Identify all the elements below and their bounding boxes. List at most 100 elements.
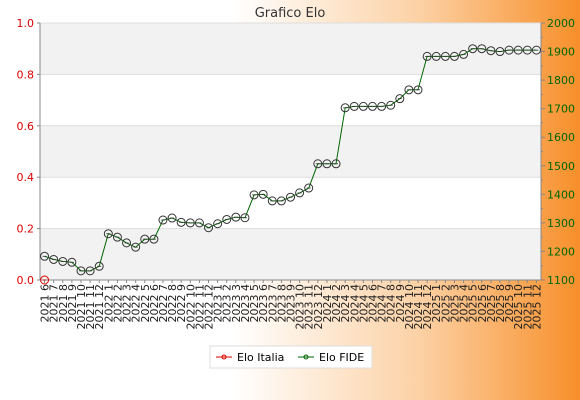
x-tick-label: 2024 9 [394, 284, 407, 323]
data-point [185, 218, 195, 228]
x-tick-label: 2025 10 [512, 284, 525, 330]
x-tick-label: 2022 10 [184, 284, 197, 330]
data-point [313, 159, 323, 169]
x-tick-label: 2023 7 [266, 284, 279, 323]
data-point [449, 51, 459, 61]
x-tick-label: 2021 7 [48, 284, 61, 323]
data-point [176, 217, 186, 227]
x-tick-label: 2024 4 [348, 284, 361, 323]
data-point [495, 47, 505, 57]
x-tick-label: 2021 8 [57, 284, 70, 323]
plot-band [40, 228, 541, 280]
data-point [477, 44, 487, 54]
plot-band [40, 23, 541, 75]
y-right-tick-label: 1300 [547, 217, 575, 230]
x-tick-label: 2021 11 [84, 284, 97, 330]
data-point [67, 257, 77, 267]
chart-title: Grafico Elo [255, 6, 326, 21]
data-point [231, 212, 241, 222]
y-left-tick-label: 1.0 [17, 17, 35, 30]
data-point [213, 219, 223, 229]
x-tick-label: 2025 2 [439, 284, 452, 323]
x-tick-label: 2022 2 [111, 284, 124, 323]
y-right-tick-label: 1400 [547, 188, 575, 201]
x-tick-label: 2024 8 [385, 284, 398, 323]
x-tick-label: 2022 11 [193, 284, 206, 330]
legend-label-italia: Elo Italia [237, 351, 284, 364]
series-elo-fide [40, 44, 541, 276]
series-elo-italia [40, 275, 50, 285]
y-right-tick-label: 1700 [547, 103, 575, 116]
x-tick-label: 2023 3 [230, 284, 243, 323]
x-tick-label: 2024 10 [403, 284, 416, 330]
data-point [140, 234, 150, 244]
x-tick-label: 2025 11 [521, 284, 534, 330]
plot-area [40, 23, 541, 280]
x-tick-label: 2025 6 [476, 284, 489, 323]
data-point [103, 229, 113, 239]
x-tick-label: 2022 9 [175, 284, 188, 323]
data-point [240, 213, 250, 223]
data-point [194, 218, 204, 228]
y-left-tick-label: 0.4 [17, 171, 35, 184]
data-point [395, 94, 405, 104]
x-tick-label: 2023 12 [312, 284, 325, 330]
x-tick-label: 2025 4 [458, 284, 471, 323]
series-layer [40, 44, 541, 285]
data-point [258, 189, 268, 199]
data-point [58, 256, 68, 266]
legend-box [209, 345, 373, 369]
x-tick-label: 2023 5 [248, 284, 261, 323]
data-point [358, 101, 368, 111]
x-tick-label: 2025 1 [430, 284, 443, 323]
data-point [522, 45, 532, 55]
data-point [295, 188, 305, 198]
data-point [276, 196, 286, 206]
x-tick-label: 2024 1 [321, 284, 334, 323]
x-tick-label: 2022 6 [148, 284, 161, 323]
x-tick-label: 2023 8 [275, 284, 288, 323]
data-point [167, 213, 177, 223]
data-point [431, 51, 441, 61]
x-tick-label: 2025 3 [448, 284, 461, 323]
data-point [331, 159, 341, 169]
data-point [122, 238, 132, 248]
data-point [459, 49, 469, 59]
data-point [304, 183, 314, 193]
data-point [85, 266, 95, 276]
y-right-ticks: 1100 1200 1300 1400 1500 1600 1700 1800 1900 2000 [541, 17, 575, 287]
data-point [112, 232, 122, 242]
data-point [440, 51, 450, 61]
y-right-tick-label: 1900 [547, 46, 575, 59]
data-point [513, 45, 523, 55]
x-tick-label: 2025 9 [503, 284, 516, 323]
data-point [40, 251, 50, 261]
data-point [94, 261, 104, 271]
data-point [249, 190, 259, 200]
y-right-tick-label: 1200 [547, 245, 575, 258]
data-point [367, 101, 377, 111]
data-point [349, 101, 359, 111]
x-tick-label: 2022 8 [166, 284, 179, 323]
data-point [204, 223, 214, 233]
x-tick-label: 2024 11 [412, 284, 425, 330]
data-point [49, 254, 59, 264]
x-tick-label: 2025 8 [494, 284, 507, 323]
legend-fide-marker [303, 354, 309, 360]
y-right-tick-label: 1600 [547, 131, 575, 144]
legend-label-fide: Elo FIDE [319, 351, 364, 364]
y-right-tick-label: 2000 [547, 17, 575, 30]
data-point [131, 242, 141, 252]
x-tick-label: 2022 4 [130, 284, 143, 323]
data-point [413, 85, 423, 95]
x-tick-label: 2024 6 [366, 284, 379, 323]
data-point [468, 44, 478, 54]
x-tick-label: 2023 9 [285, 284, 298, 323]
x-tick-label: 2022 5 [139, 284, 152, 323]
plot-band [40, 125, 541, 178]
data-point [386, 100, 396, 110]
x-tick-label: 2022 7 [157, 284, 170, 323]
x-tick-label: 2021 12 [93, 284, 106, 330]
